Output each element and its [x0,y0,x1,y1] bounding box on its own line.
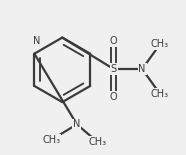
Text: N: N [33,36,41,46]
Text: N: N [33,36,41,46]
Text: CH₃: CH₃ [89,137,107,147]
Text: CH₃: CH₃ [151,89,169,99]
Text: N: N [73,119,81,129]
Text: O: O [110,92,118,102]
Text: CH₃: CH₃ [42,135,61,145]
Text: CH₃: CH₃ [151,40,169,49]
Text: N: N [138,64,146,74]
Text: S: S [111,64,117,74]
Text: O: O [110,36,118,46]
